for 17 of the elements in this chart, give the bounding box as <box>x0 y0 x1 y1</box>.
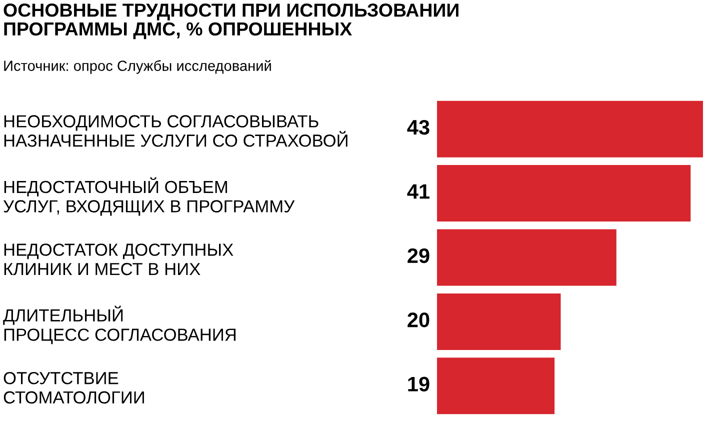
data-label: 19 <box>408 376 430 392</box>
y-tick-label: НЕДОСТАТОЧНЫЙ ОБЪЕМ УСЛУГ, ВХОДЯЩИХ В ПРОГРАММУ <box>3 177 295 216</box>
bar <box>437 100 703 158</box>
y-tick-label: НЕДОСТАТОК ДОСТУПНЫХ КЛИНИК И МЕСТ В НИХ <box>4 244 234 276</box>
data-label: 41 <box>407 184 430 199</box>
data-label: 43 <box>407 120 430 135</box>
bar <box>437 229 616 286</box>
data-label: 20 <box>408 312 430 328</box>
bar <box>437 293 561 350</box>
text: ОСНОВНЫЕ ТРУДНОСТИ ПРИ ИСПОЛЬЗОВАНИИ ПРОГРАММЫ ДМС, % ОПРОШЕННЫХ <box>4 3 458 40</box>
data-label: 29 <box>408 248 430 264</box>
y-tick-label: ОТСУТСТВИЕ СТОМАТОЛОГИИ <box>4 372 144 404</box>
text: Источник: опрос Службы исследований <box>4 60 271 74</box>
bar <box>437 358 555 414</box>
y-tick-label: НЕОБХОДИМОСТЬ СОГЛАСОВЫВАТЬ НАЗНАЧЕННЫЕ УСЛУГИ СО СТРАХОВОЙ <box>4 115 348 147</box>
y-tick-label: ДЛИТЕЛЬНЫЙ ПРОЦЕСС СОГЛАСОВАНИЯ <box>3 306 236 344</box>
bar <box>437 165 691 222</box>
